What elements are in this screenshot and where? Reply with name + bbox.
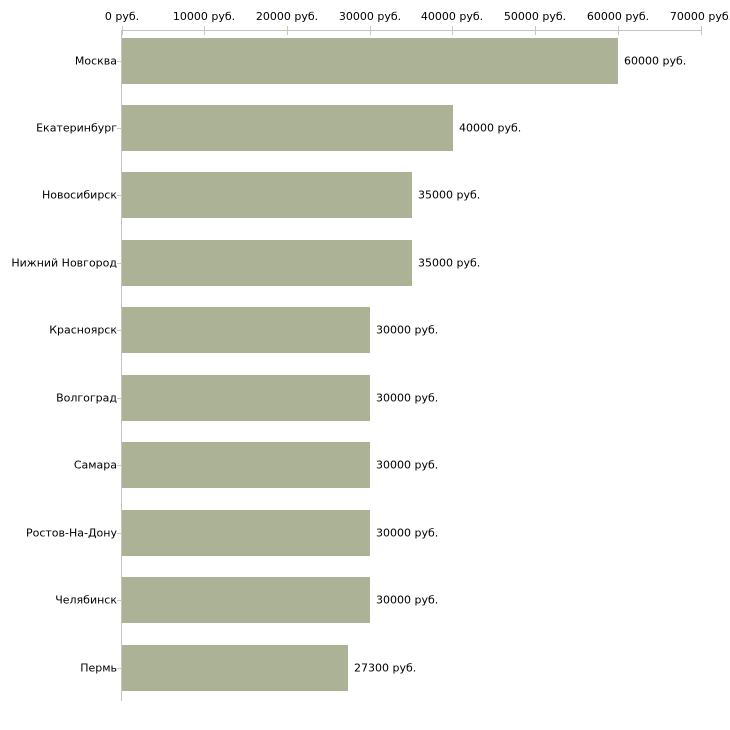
- x-axis-tick: [452, 26, 453, 35]
- x-axis-tick: [287, 26, 288, 35]
- bar: [122, 375, 370, 421]
- x-axis-tick-label: 20000 руб.: [255, 10, 319, 23]
- x-axis-tick-label: 10000 руб.: [172, 10, 236, 23]
- x-axis-tick: [370, 26, 371, 35]
- bar-value-label: 30000 руб.: [376, 458, 439, 472]
- bar-value-label: 30000 руб.: [376, 323, 439, 337]
- category-label: Челябинск: [55, 593, 117, 607]
- x-axis-tick-label: 0 руб.: [104, 10, 140, 23]
- category-label: Пермь: [80, 661, 117, 675]
- category-label: Самара: [73, 458, 117, 472]
- bar: [122, 240, 412, 286]
- x-axis-tick-label: 50000 руб.: [503, 10, 567, 23]
- bar-value-label: 40000 руб.: [459, 121, 522, 135]
- x-axis-tick-label: 40000 руб.: [420, 10, 484, 23]
- bar: [122, 307, 370, 353]
- category-label: Новосибирск: [41, 188, 117, 202]
- y-axis-tick: [117, 533, 123, 534]
- y-axis-tick: [117, 465, 123, 466]
- bar: [122, 105, 453, 151]
- y-axis-tick: [117, 61, 123, 62]
- bar: [122, 577, 370, 623]
- bar-value-label: 30000 руб.: [376, 391, 439, 405]
- x-axis-tick-label: 30000 руб.: [338, 10, 402, 23]
- bar-value-label: 27300 руб.: [354, 661, 417, 675]
- bar-value-label: 35000 руб.: [418, 256, 481, 270]
- category-label: Екатеринбург: [36, 121, 117, 135]
- x-axis-tick: [204, 26, 205, 35]
- bar-value-label: 30000 руб.: [376, 526, 439, 540]
- category-label: Москва: [74, 54, 117, 67]
- x-axis-tick: [618, 26, 619, 35]
- category-label: Красноярск: [49, 323, 117, 337]
- x-axis-tick: [701, 26, 702, 35]
- y-axis-tick: [117, 668, 123, 669]
- y-axis-line: [121, 30, 122, 701]
- x-axis-tick: [535, 26, 536, 35]
- bar: [122, 442, 370, 488]
- category-label: Волгоград: [56, 391, 117, 405]
- bar: [122, 172, 412, 218]
- category-label: Нижний Новгород: [11, 256, 117, 270]
- y-axis-tick: [117, 263, 123, 264]
- x-axis-line: [121, 30, 701, 31]
- y-axis-tick: [117, 195, 123, 196]
- y-axis-tick: [117, 398, 123, 399]
- x-axis-tick-label: 60000 руб.: [586, 10, 650, 23]
- y-axis-tick: [117, 330, 123, 331]
- bar: [122, 38, 618, 84]
- bar: [122, 645, 348, 691]
- bar-value-label: 60000 руб.: [624, 54, 687, 67]
- category-label: Ростов-На-Дону: [25, 526, 117, 540]
- x-axis-tick: [122, 26, 123, 35]
- y-axis-tick: [117, 600, 123, 601]
- bar-value-label: 30000 руб.: [376, 593, 439, 607]
- x-axis-tick-label: 70000 руб.: [669, 10, 730, 23]
- y-axis-tick: [117, 128, 123, 129]
- bar: [122, 510, 370, 556]
- bar-value-label: 35000 руб.: [418, 188, 481, 202]
